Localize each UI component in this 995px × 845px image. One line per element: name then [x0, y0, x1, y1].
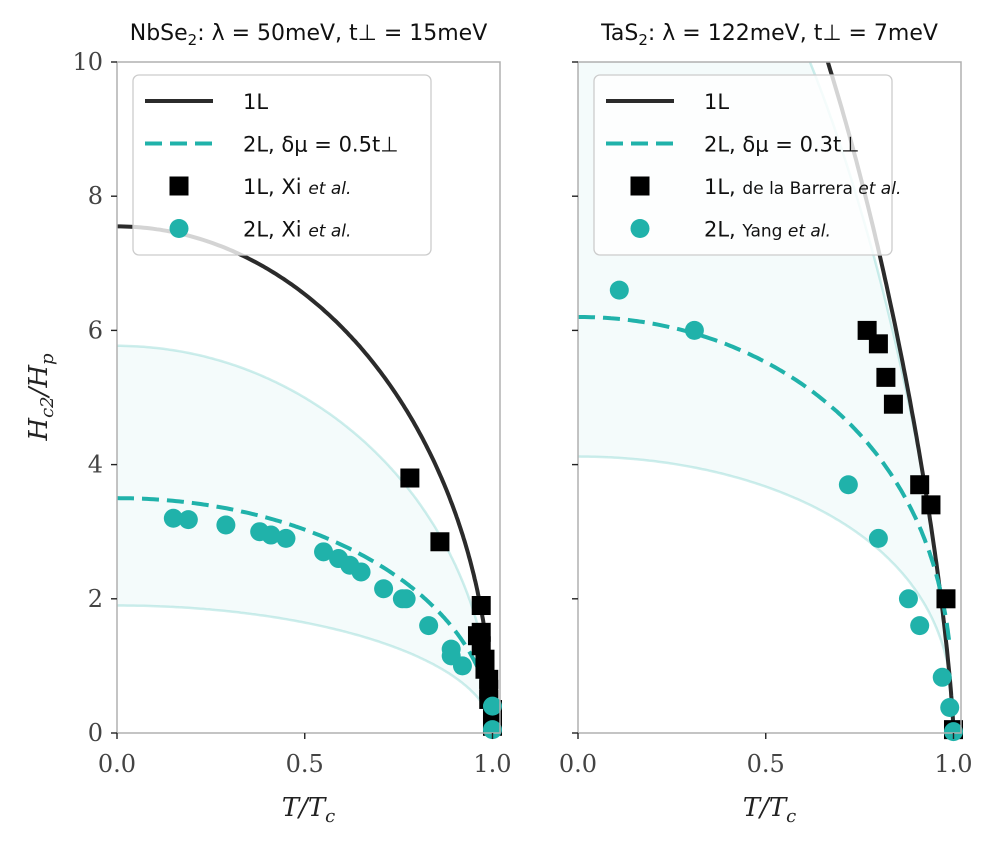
marker-2L-circle: [838, 475, 858, 495]
legend-handle-square: [630, 176, 650, 196]
marker-1L-square: [921, 495, 941, 515]
marker-2L-circle: [374, 579, 394, 599]
y-tick-label: 2: [88, 585, 103, 613]
band-lower-line: [578, 455, 955, 733]
y-tick-label: 6: [88, 316, 103, 344]
marker-2L-circle: [940, 698, 960, 718]
y-tick-label: 4: [88, 451, 103, 479]
marker-2L-circle: [178, 510, 198, 530]
marker-1L-square: [936, 589, 956, 609]
axes-frame: [116, 61, 501, 734]
legend-label: 1L: [243, 90, 268, 114]
legend-label: 1L, Xi et al.: [243, 175, 351, 199]
chart-panel-1: 0.0 0.5 1.0 0 2 4 6 8 10 T/Tc NbSe2: λ = 50meV, t⊥…: [72, 21, 511, 827]
marker-2L-circle: [910, 616, 930, 636]
x-axis-label: T/Tc: [743, 793, 797, 827]
marker-2L-circle: [684, 320, 704, 340]
legend-box: [132, 74, 432, 256]
chart-title: TaS2: λ = 122meV, t⊥ = 7meV: [600, 21, 938, 49]
legend-label: 2L, Xi et al.: [243, 218, 351, 242]
marker-1L-square: [883, 394, 903, 414]
marker-2L-circle: [314, 542, 334, 562]
marker-2L-circle: [482, 696, 502, 716]
chart-panel-2: 0.0 0.5 1.0 T/Tc TaS2: λ = 122meV, t⊥ = 7meV…: [559, 21, 973, 827]
marker-2L-circle: [351, 562, 371, 582]
chart-title: NbSe2: λ = 50meV, t⊥ = 15meV: [130, 21, 488, 49]
marker-1L-square: [471, 596, 491, 616]
y-tick-label: 10: [72, 48, 103, 76]
marker-1L-square: [910, 475, 930, 495]
x-tick-label: 1.0: [473, 750, 511, 778]
legend-handle-circle: [169, 219, 189, 238]
marker-2L-circle: [419, 616, 439, 636]
x-tick-label: 1.0: [934, 750, 972, 778]
legend: 1L 2L, δμ = 0.5t⊥ 1L, Xi et al. 2L, Xi et a…: [132, 74, 432, 256]
marker-1L-square: [400, 468, 420, 488]
marker-2L-circle: [868, 528, 888, 548]
marker-2L-circle: [482, 720, 502, 740]
x-tick-label: 0.5: [747, 750, 785, 778]
plot-area: [117, 224, 495, 733]
marker-2L-circle: [261, 525, 281, 545]
marker-2L-circle: [396, 589, 416, 609]
marker-2L-circle: [609, 280, 629, 300]
axes-frame: [577, 61, 962, 734]
legend-handle-circle: [630, 219, 650, 238]
x-tick-label: 0.0: [559, 750, 597, 778]
legend-label: 2L, δμ = 0.5t⊥: [243, 133, 399, 157]
marker-2L-circle: [276, 528, 296, 548]
legend-label: 1L: [704, 90, 729, 114]
y-tick-label: 8: [88, 182, 103, 210]
marker-2L-circle: [932, 667, 952, 687]
marker-1L-square: [868, 334, 888, 354]
marker-2L-circle: [943, 722, 963, 742]
x-tick-label: 0.5: [286, 750, 324, 778]
marker-2L-circle: [452, 656, 472, 676]
legend-label: 2L, Yang et al.: [704, 218, 831, 242]
marker-1L-square: [876, 367, 896, 387]
uncertainty-band: [117, 345, 493, 733]
marker-2L-circle: [216, 515, 236, 535]
marker-2L-circle: [898, 589, 918, 609]
legend: 1L 2L, δμ = 0.3t⊥ 1L, de la Barrera et al.…: [593, 74, 901, 256]
legend-label: 1L, de la Barrera et al.: [704, 175, 901, 199]
legend-box: [593, 74, 893, 256]
x-axis-label: T/Tc: [282, 793, 336, 827]
marker-2L-circle: [163, 508, 183, 528]
legend-label: 2L, δμ = 0.3t⊥: [704, 133, 860, 157]
marker-1L-square: [430, 532, 450, 552]
legend-handle-square: [169, 176, 189, 196]
y-axis-label: Hc2/Hp: [24, 353, 58, 442]
x-tick-label: 0.0: [98, 750, 136, 778]
y-tick-label: 0: [88, 719, 103, 747]
